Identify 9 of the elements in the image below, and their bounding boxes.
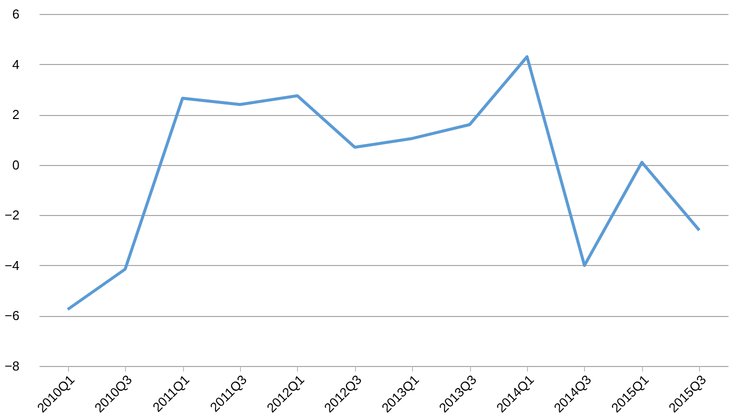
y-tick-label: 0 bbox=[12, 157, 20, 172]
y-tick-label: 2 bbox=[12, 107, 20, 122]
line-series bbox=[66, 55, 701, 311]
y-tick-label: −8 bbox=[4, 358, 20, 374]
y-tick-label: −2 bbox=[4, 208, 20, 223]
y-tick-label: −4 bbox=[4, 258, 20, 273]
y-tick-label: −6 bbox=[4, 308, 20, 324]
y-tick-label: 6 bbox=[12, 6, 20, 22]
y-tick-label: 4 bbox=[12, 56, 20, 72]
